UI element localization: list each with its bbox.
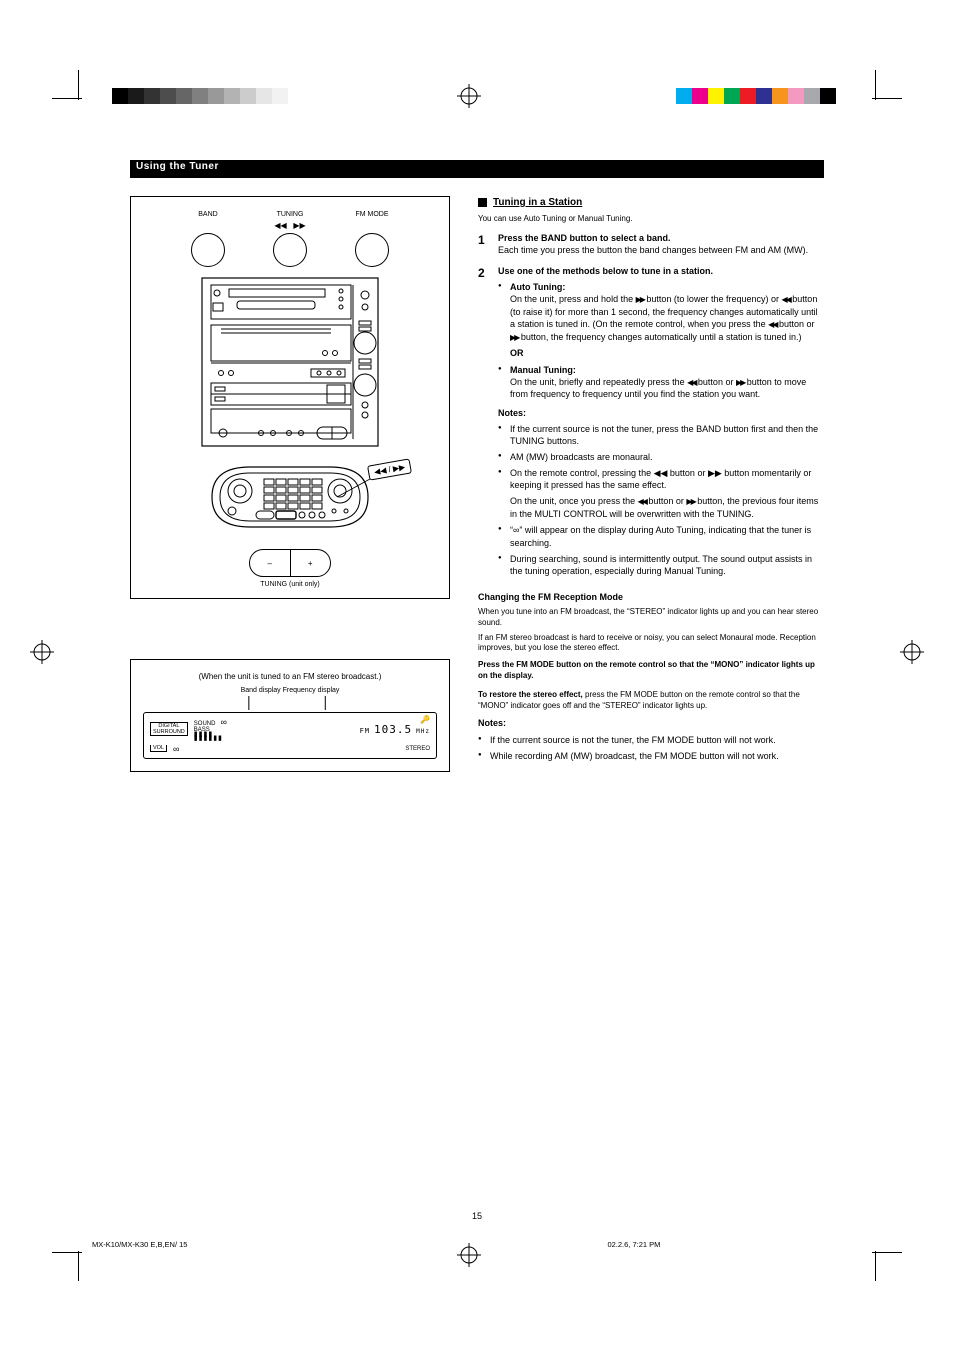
crop-mark (78, 1251, 79, 1281)
footer-right: 02.2.6, 7:21 PM (607, 1240, 660, 1249)
fm-p3: Press the FM MODE button on the remote c… (478, 660, 815, 680)
grey-step-wedge (112, 88, 304, 104)
tuning-pill: – + (249, 549, 331, 577)
content-area: Using the Tuner BAND TUNING ◀◀ ▶▶ (130, 160, 824, 772)
footer-left: MX-K10/MX-K30 E,B,EN/ 15 (92, 1240, 187, 1249)
step-2: 2 Use one of the methods below to tune i… (478, 265, 824, 577)
crop-mark (52, 1252, 82, 1253)
fm-p2: If an FM stereo broadcast is hard to rec… (478, 633, 824, 655)
note-item: During searching, sound is intermittentl… (498, 553, 824, 577)
display-screen: DIGITALSURROUND SOUND BASS ▮▮▮▮▮▮▮▮▮▮ FM… (143, 712, 437, 759)
intro-text: You can use Auto Tuning or Manual Tuning… (478, 214, 824, 225)
crop-mark (875, 70, 876, 100)
note-item: If the current source is not the tuner, … (478, 734, 824, 746)
registration-mark (30, 640, 54, 664)
section-title-band: Using the Tuner (130, 160, 824, 178)
dial-fm-mode: FM MODE (348, 211, 396, 267)
registration-mark (457, 84, 481, 108)
rew-icon (781, 294, 789, 304)
note-item: “∞” will appear on the display during Au… (498, 524, 824, 548)
note-item: If the current source is not the tuner, … (498, 423, 824, 447)
crop-mark (78, 70, 79, 100)
color-bar (676, 88, 836, 104)
note-item: On the remote control, pressing the ◀◀ b… (498, 467, 824, 491)
rew-icon (638, 496, 646, 506)
fm-notes-list: If the current source is not the tuner, … (478, 734, 824, 762)
tuning-caption: TUNING (unit only) (175, 581, 405, 588)
tuning-plus: + (291, 550, 331, 576)
dial-band: BAND (184, 211, 232, 267)
left-column: BAND TUNING ◀◀ ▶▶ FM MODE (130, 196, 450, 772)
pointer-lines (143, 696, 437, 710)
heading-fm-mode: Changing the FM Reception Mode (478, 591, 824, 603)
footer: MX-K10/MX-K30 E,B,EN/ 15 02.2.6, 7:21 PM (92, 1240, 660, 1249)
remote-callout: ◀◀ / ▶▶ (368, 459, 411, 477)
page-number: 15 (472, 1211, 482, 1221)
note-tail: On the unit, once you press the button o… (498, 495, 824, 520)
notes-list: If the current source is not the tuner, … (498, 423, 824, 492)
heading-tuning: Tuning in a Station (478, 196, 824, 210)
key-icon: 🔑 (420, 715, 430, 724)
note-item: While recording AM (MW) broadcast, the F… (478, 750, 824, 762)
main-unit-illustration (201, 277, 379, 447)
section-title: Using the Tuner (136, 161, 219, 172)
ff-icon (686, 496, 694, 506)
note-item: AM (MW) broadcasts are monaural. (498, 451, 824, 463)
remote-illustration: ◀◀ / ▶▶ (175, 461, 405, 588)
display-caption: (When the unit is tuned to an FM stereo … (143, 672, 437, 681)
page: Using the Tuner BAND TUNING ◀◀ ▶▶ (0, 0, 954, 1351)
level-bars: ▮▮▮▮▮▮▮▮▮▮ (194, 733, 223, 741)
figure-controls: BAND TUNING ◀◀ ▶▶ FM MODE (130, 196, 450, 599)
link-icon (220, 721, 226, 727)
crop-mark (875, 1251, 876, 1281)
notes-list-2: “∞” will appear on the display during Au… (498, 524, 824, 577)
fm-restore: To restore the stereo effect, press the … (478, 690, 824, 712)
manual-tuning-item: Manual Tuning: On the unit, briefly and … (498, 364, 824, 401)
auto-tuning-item: Auto Tuning: On the unit, press and hold… (498, 281, 824, 344)
registration-mark (900, 640, 924, 664)
fm-p1: When you tune into an FM broadcast, the … (478, 607, 824, 629)
right-column: Tuning in a Station You can use Auto Tun… (478, 196, 824, 772)
ff-icon (636, 294, 644, 304)
crop-mark (872, 1252, 902, 1253)
display-pointer-labels: Band display Frequency display (143, 687, 437, 694)
figure-display: (When the unit is tuned to an FM stereo … (130, 659, 450, 772)
square-bullet-icon (478, 198, 487, 207)
dial-tuning: TUNING ◀◀ ▶▶ (266, 211, 314, 267)
crop-mark (872, 98, 902, 99)
step-1: 1 Press the BAND button to select a band… (478, 232, 824, 256)
link-icon (173, 748, 179, 754)
or-label: OR (510, 347, 824, 359)
crop-mark (52, 98, 82, 99)
tuning-minus: – (250, 550, 291, 576)
